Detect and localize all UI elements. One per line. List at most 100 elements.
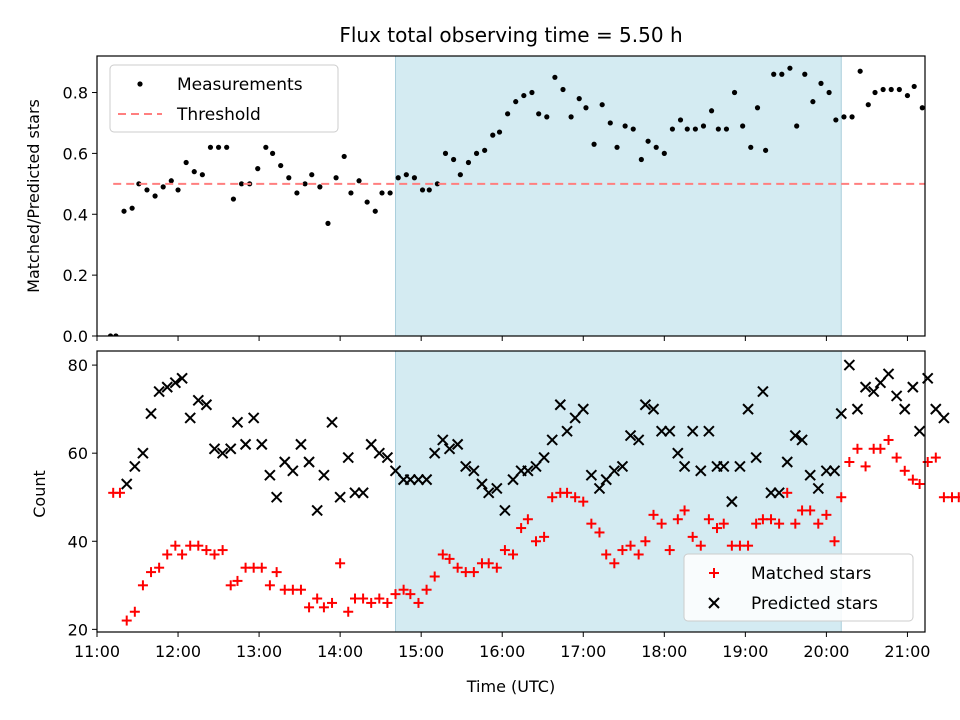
x-tick-label: 12:00 [155, 642, 201, 661]
data-point [175, 187, 181, 193]
data-point [687, 531, 698, 542]
data-point [781, 456, 793, 468]
data-point [382, 597, 393, 608]
data-point [356, 178, 362, 184]
data-point [483, 558, 494, 569]
data-point [160, 184, 166, 190]
data-point [655, 425, 668, 437]
data-point [358, 593, 369, 604]
data-point [508, 549, 519, 560]
data-point [333, 175, 339, 181]
data-point [411, 175, 418, 181]
bottom-panel: 20 40 60 80 11:00 12:00 13:00 14:00 15:00 16:00 17… [68, 350, 960, 661]
data-point [779, 71, 785, 77]
data-point [833, 117, 839, 123]
y-tick-label: 0.4 [63, 205, 88, 224]
data-point [577, 403, 589, 415]
y-tick-label: 0.6 [63, 144, 88, 163]
y-tick-label: 60 [68, 444, 88, 463]
data-point [630, 126, 636, 132]
data-point [859, 381, 872, 393]
data-point [546, 434, 558, 446]
data-point [625, 540, 636, 551]
data-point [443, 443, 456, 455]
data-point [318, 602, 329, 613]
data-point [507, 473, 519, 486]
data-point [473, 150, 480, 156]
data-point [491, 562, 502, 573]
data-point [460, 460, 472, 473]
data-point [766, 514, 777, 525]
data-point [562, 487, 573, 498]
legend-entry: Matched stars [709, 564, 871, 584]
y-tick-label: 0.8 [63, 84, 88, 103]
data-point [437, 434, 449, 446]
data-point [771, 71, 777, 77]
data-point [538, 451, 550, 464]
data-point [639, 399, 652, 411]
legend-entry: Predicted stars [708, 594, 878, 614]
data-point [405, 589, 416, 600]
data-point [342, 451, 354, 464]
data-point [750, 451, 762, 464]
data-point [343, 606, 354, 617]
data-point [457, 172, 463, 178]
data-point [656, 518, 667, 529]
data-point [215, 144, 222, 150]
data-point [169, 377, 182, 389]
data-point [373, 447, 386, 459]
data-point [820, 465, 833, 477]
legend-entry: Measurements [137, 75, 303, 95]
legend-label: Predicted stars [751, 594, 878, 614]
data-point [327, 597, 338, 608]
data-point [743, 540, 754, 551]
data-point [843, 359, 856, 371]
data-point [395, 175, 401, 181]
data-point [348, 190, 354, 196]
data-point [561, 425, 573, 437]
data-point [773, 487, 785, 499]
data-point [193, 540, 204, 551]
data-point [364, 199, 370, 205]
data-point [152, 193, 158, 199]
data-point [311, 504, 323, 517]
data-point [607, 120, 613, 126]
data-point [718, 518, 729, 529]
data-point [723, 126, 730, 132]
series-predicted-stars [121, 359, 950, 517]
data-point [161, 381, 173, 393]
data-point [318, 469, 330, 481]
data-point [953, 492, 960, 503]
data-point [465, 159, 472, 166]
data-point [451, 438, 464, 451]
data-point [653, 144, 659, 150]
data-point [616, 460, 629, 473]
y-tick-label: 0.0 [63, 327, 88, 346]
data-point [692, 126, 698, 132]
x-tick-label: 21:00 [884, 642, 930, 661]
data-point [569, 412, 581, 424]
data-point [404, 473, 417, 486]
data-point [429, 571, 440, 582]
data-point [184, 412, 196, 424]
x-axis-label: Time (UTC) [466, 677, 555, 696]
data-point [387, 190, 393, 196]
y-tick-label: 20 [68, 620, 88, 639]
data-point [913, 425, 926, 437]
data-point [874, 377, 887, 389]
data-point [192, 394, 205, 407]
data-point [113, 333, 119, 336]
data-point [883, 434, 894, 445]
data-point [144, 187, 150, 193]
data-point [530, 460, 542, 473]
data-point [664, 545, 675, 556]
data-point [796, 434, 808, 446]
data-point [325, 220, 331, 226]
data-point [146, 567, 157, 578]
data-point [672, 447, 684, 459]
data-point [420, 473, 433, 486]
x-tick-label: 20:00 [803, 642, 849, 661]
data-point [703, 425, 715, 437]
data-point [374, 593, 385, 604]
legend-entry: Threshold [118, 105, 261, 125]
